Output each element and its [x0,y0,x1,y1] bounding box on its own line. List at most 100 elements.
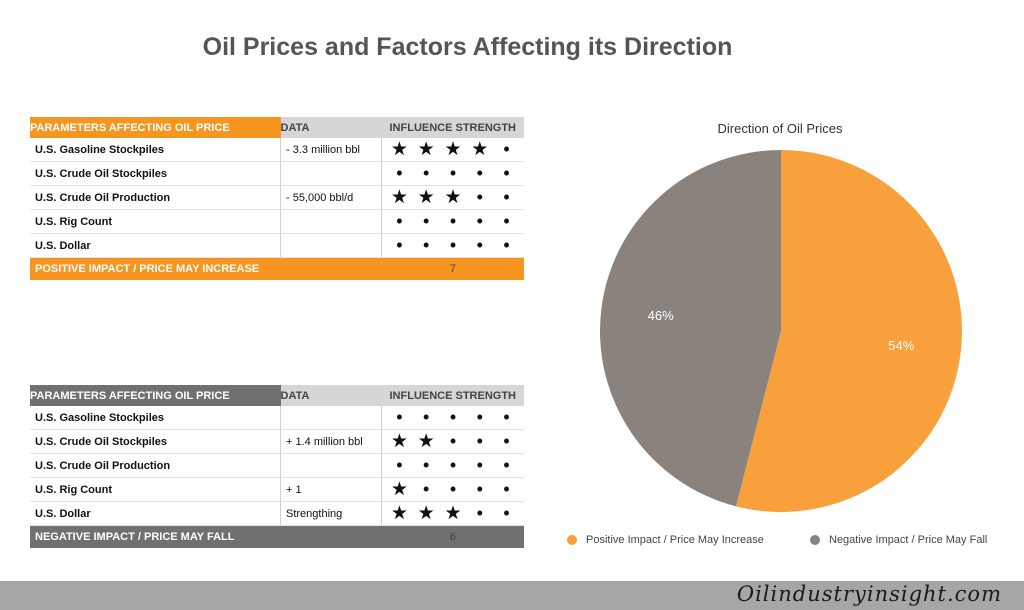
table-row: U.S. Crude Oil Stockpiles • • • • • [30,161,524,186]
dot-icon: • [476,407,483,427]
dot-icon: • [449,455,457,475]
footer-total: 6 [381,525,524,548]
parameter-name: U.S. Crude Oil Production [30,453,281,478]
parameter-data [280,233,382,258]
positive-factors-table: PARAMETERS AFFECTING OIL PRICE DATA INFL… [30,117,524,280]
table-row: U.S. Rig Count • • • • • [30,209,524,234]
dot-icon: • [449,479,457,499]
footer-bar: Oilindustryinsight.com [0,581,1024,610]
parameter-name: U.S. Rig Count [30,209,281,234]
dot-icon: • [476,431,483,451]
dot-icon: • [423,211,430,231]
parameter-data: - 55,000 bbl/d [280,185,382,210]
star-icon: ★ [417,431,435,452]
dot-icon: • [503,211,510,231]
parameter-data: Strengthing [280,501,382,526]
table-header-row: PARAMETERS AFFECTING OIL PRICE DATA INFL… [30,385,524,406]
dot-icon: • [423,407,430,427]
pie-slice-label: 54% [888,338,914,353]
dot-icon: • [503,163,510,183]
dot-icon: • [449,163,457,183]
header-data: DATA [280,117,382,138]
dot-icon: • [476,479,483,499]
dot-icon: • [396,163,403,183]
legend-swatch [810,535,820,545]
star-icon: ★ [417,187,435,208]
star-icon: ★ [390,503,408,524]
table-footer-row: NEGATIVE IMPACT / PRICE MAY FALL 6 [30,525,524,548]
dot-icon: • [423,163,430,183]
negative-factors-table: PARAMETERS AFFECTING OIL PRICE DATA INFL… [30,385,524,548]
influence-strength-rating: ★ ★ ★ • • [381,501,524,526]
star-icon: ★ [390,139,408,160]
parameter-name: U.S. Rig Count [30,477,281,502]
table-row: U.S. Dollar Strengthing ★ ★ ★ • • [30,501,524,526]
table-row: U.S. Crude Oil Production - 55,000 bbl/d ★… [30,185,524,210]
parameter-name: U.S. Crude Oil Stockpiles [30,161,281,186]
dot-icon: • [503,431,510,451]
dot-icon: • [503,187,510,207]
pie-slice-label: 46% [648,308,674,323]
dot-icon: • [449,431,457,451]
dot-icon: • [449,407,457,427]
table-row: U.S. Dollar • • • • • [30,233,524,258]
dot-icon: • [423,235,430,255]
parameter-data: - 3.3 million bbl [280,138,382,162]
influence-strength-rating: ★ ★ ★ • • [381,185,524,210]
dot-icon: • [476,211,483,231]
parameter-data [280,161,382,186]
legend-item-negative: Negative Impact / Price May Fall [810,534,987,546]
legend-swatch [567,535,577,545]
table-row: U.S. Gasoline Stockpiles - 3.3 million bb… [30,138,524,162]
legend-item-positive: Positive Impact / Price May Increase [567,534,764,546]
influence-strength-rating: • • • • • [381,406,524,430]
dot-icon: • [476,503,483,523]
influence-strength-rating: ★ • • • • [381,477,524,502]
header-influence-strength: INFLUENCE STRENGTH [381,385,524,406]
dot-icon: • [476,455,483,475]
influence-strength-rating: ★ ★ • • • [381,429,524,454]
parameter-name: U.S. Dollar [30,501,281,526]
table-row: U.S. Rig Count + 1 ★ • • • • [30,477,524,502]
pie-chart: 54% 46% [600,150,962,512]
parameter-name: U.S. Gasoline Stockpiles [30,406,281,430]
header-influence-strength: INFLUENCE STRENGTH [381,117,524,138]
dot-icon: • [503,235,510,255]
footer-total: 7 [381,257,524,280]
dot-icon: • [449,235,457,255]
dot-icon: • [503,139,510,159]
parameter-name: U.S. Crude Oil Production [30,185,281,210]
influence-strength-rating: • • • • • [381,453,524,478]
star-icon: ★ [444,187,462,208]
table-row: U.S. Gasoline Stockpiles • • • • • [30,406,524,430]
page-title: Oil Prices and Factors Affecting its Dir… [202,33,733,61]
dot-icon: • [503,407,510,427]
footer-label: POSITIVE IMPACT / PRICE MAY INCREASE [30,257,382,280]
table-header-row: PARAMETERS AFFECTING OIL PRICE DATA INFL… [30,117,524,138]
pie-slice-negative [600,150,781,507]
star-icon: ★ [417,503,435,524]
legend-label: Negative Impact / Price May Fall [829,534,988,546]
dot-icon: • [476,163,483,183]
brand-watermark: Oilindustryinsight.com [736,582,1002,606]
dot-icon: • [423,479,430,499]
pie-chart-title: Direction of Oil Prices [717,121,843,136]
parameter-name: U.S. Dollar [30,233,281,258]
parameter-data [280,406,382,430]
star-icon: ★ [444,139,462,160]
dot-icon: • [449,211,457,231]
legend-label: Positive Impact / Price May Increase [586,534,764,546]
dot-icon: • [396,235,403,255]
dot-icon: • [476,235,483,255]
header-parameters: PARAMETERS AFFECTING OIL PRICE [30,385,281,406]
header-data: DATA [280,385,382,406]
table-row: U.S. Crude Oil Production • • • • • [30,453,524,478]
parameter-data: + 1.4 million bbl [280,429,382,454]
influence-strength-rating: • • • • • [381,161,524,186]
star-icon: ★ [390,479,408,500]
pie-slice-positive [735,150,962,512]
footer-label: NEGATIVE IMPACT / PRICE MAY FALL [30,525,382,548]
dot-icon: • [476,187,483,207]
star-icon: ★ [444,503,462,524]
star-icon: ★ [390,431,408,452]
